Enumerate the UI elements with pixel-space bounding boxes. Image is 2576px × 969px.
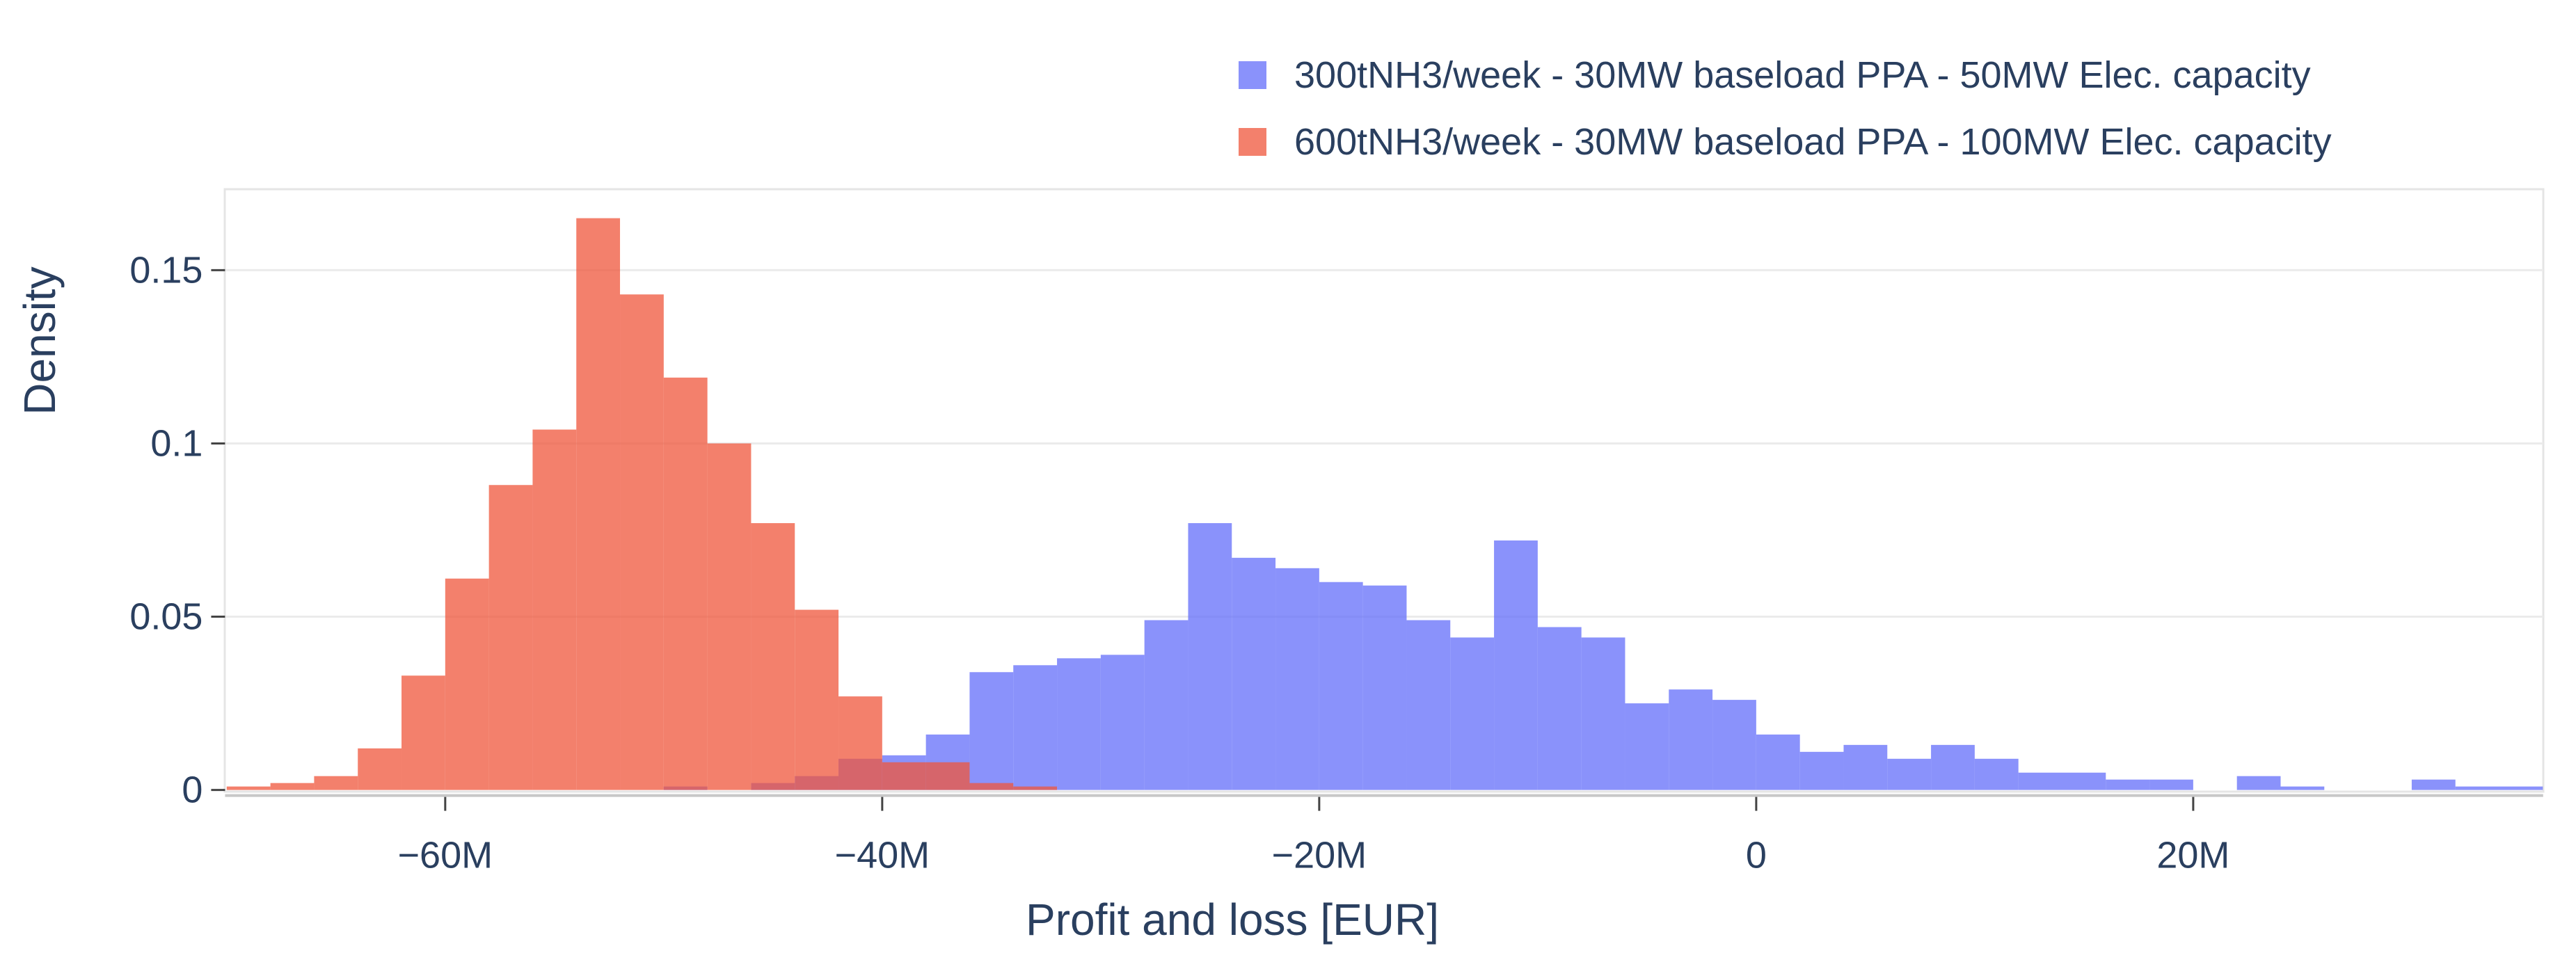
legend: 300tNH3/week - 30MW baseload PPA - 50MW … [1239, 42, 2332, 175]
legend-label: 300tNH3/week - 30MW baseload PPA - 50MW … [1294, 54, 2311, 96]
histogram-bar[interactable] [1887, 758, 1932, 790]
histogram-bar[interactable] [707, 443, 752, 790]
histogram-bar[interactable] [488, 485, 533, 790]
histogram-bar[interactable] [1843, 744, 1888, 790]
plot-frame [223, 188, 2545, 793]
histogram-bar[interactable] [1013, 786, 1058, 790]
series-300t-bars[interactable] [663, 523, 2543, 790]
histogram-bar[interactable] [1494, 540, 1538, 790]
histogram-bar[interactable] [445, 578, 489, 790]
histogram-bar[interactable] [1669, 689, 1713, 790]
histogram-bar[interactable] [925, 762, 970, 790]
histogram-bar[interactable] [1188, 523, 1232, 790]
histogram-bar[interactable] [1581, 637, 1625, 790]
histogram-bar[interactable] [969, 783, 1014, 790]
histogram-bar[interactable] [663, 377, 708, 790]
x-tick-label: −60M [398, 835, 493, 876]
histogram-bar[interactable] [838, 696, 882, 790]
legend-item-600t[interactable]: 600tNH3/week - 30MW baseload PPA - 100MW… [1239, 109, 2332, 175]
histogram-bar[interactable] [2280, 786, 2325, 790]
histogram-bar[interactable] [1712, 700, 1756, 790]
histogram-bar[interactable] [532, 429, 577, 790]
histogram-bar[interactable] [1057, 658, 1101, 790]
histogram-bar[interactable] [751, 523, 795, 790]
series-600t-bars[interactable] [226, 218, 1058, 790]
histogram-bar[interactable] [1406, 620, 1451, 790]
x-tick-label: 20M [2156, 835, 2229, 876]
histogram-bar[interactable] [795, 609, 839, 790]
histogram-bar[interactable] [1319, 582, 1363, 790]
x-tick-label: −40M [835, 835, 930, 876]
histogram-bar[interactable] [226, 786, 271, 790]
histogram-bar[interactable] [969, 672, 1014, 790]
histogram-bar[interactable] [1362, 585, 1407, 790]
histogram-bar[interactable] [1275, 568, 1319, 790]
legend-swatch-red [1239, 128, 1266, 156]
histogram-bar[interactable] [620, 294, 664, 790]
histogram-bar[interactable] [1450, 637, 1495, 790]
histogram-bar[interactable] [2236, 776, 2281, 790]
histogram-bar[interactable] [1799, 751, 1844, 790]
histogram-bar[interactable] [1232, 557, 1276, 790]
histogram-bar[interactable] [1931, 744, 1975, 790]
histogram-bar[interactable] [314, 776, 358, 790]
x-axis-title: Profit and loss [EUR] [0, 894, 2576, 945]
axes: −60M −40M −20M 0 20M 0 0.05 0.1 0.15 [129, 249, 2543, 876]
legend-label: 600tNH3/week - 30MW baseload PPA - 100MW… [1294, 121, 2332, 163]
x-tick-label: 0 [1746, 835, 1767, 876]
histogram-bar[interactable] [2018, 772, 2062, 790]
histogram-bar[interactable] [576, 218, 621, 790]
x-tick-label: −20M [1272, 835, 1367, 876]
histogram-bar[interactable] [270, 783, 315, 790]
histogram-bar[interactable] [1100, 655, 1145, 790]
x-axis-title-text: Profit and loss [EUR] [1026, 895, 1439, 945]
histogram-bar[interactable] [1756, 734, 1800, 790]
histogram-bar[interactable] [882, 762, 926, 790]
histogram-bar[interactable] [2411, 779, 2456, 790]
y-tick-label: 0.15 [129, 249, 202, 291]
histogram-bar[interactable] [1144, 620, 1188, 790]
y-tick-label: 0.1 [150, 422, 202, 464]
histogram-bar[interactable] [1013, 665, 1058, 790]
histogram-bar[interactable] [2062, 772, 2106, 790]
y-axis-title: Density [15, 266, 65, 415]
histogram-bar[interactable] [1625, 703, 1669, 790]
histogram-bar[interactable] [1537, 627, 1582, 790]
legend-item-300t[interactable]: 300tNH3/week - 30MW baseload PPA - 50MW … [1239, 42, 2332, 109]
histogram-bar[interactable] [1974, 758, 2019, 790]
y-tick-label: 0 [182, 769, 202, 811]
histogram-bar[interactable] [2455, 786, 2499, 790]
histogram-bar[interactable] [2149, 779, 2193, 790]
histogram-bar[interactable] [2499, 786, 2543, 790]
y-tick-label: 0.05 [129, 596, 202, 638]
histogram-bar[interactable] [401, 675, 445, 790]
histogram-bar[interactable] [2106, 779, 2150, 790]
histogram-bar[interactable] [358, 748, 402, 790]
legend-swatch-blue [1239, 61, 1266, 89]
